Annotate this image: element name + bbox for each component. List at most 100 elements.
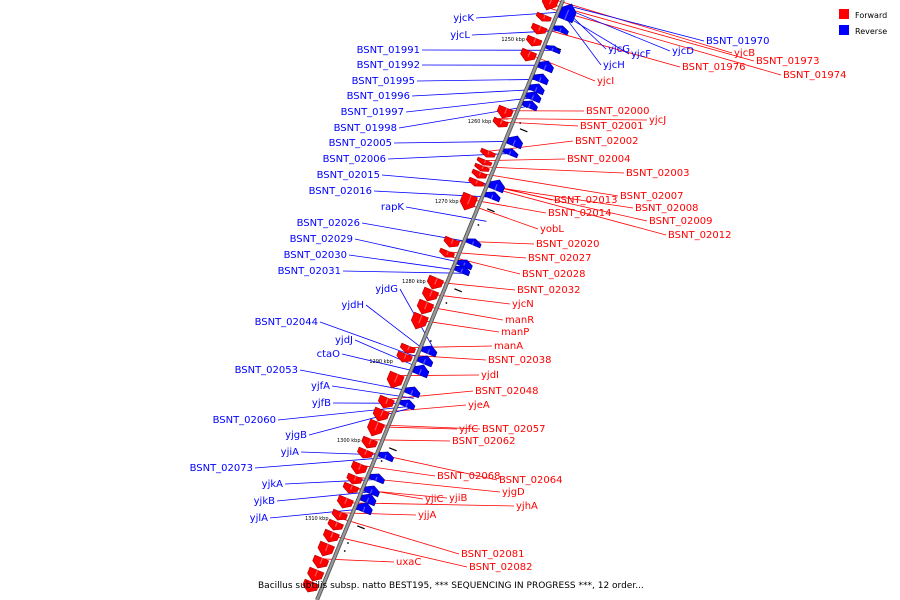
reverse-gene-highlight [384,454,387,459]
tick-mark [388,447,397,452]
forward-gene [439,247,456,258]
forward-gene [474,162,490,172]
forward-gene [322,528,340,543]
forward-gene-highlight [374,422,379,431]
gene-label-bsnt_02038: BSNT_02038 [488,355,551,366]
reverse-gene [363,485,380,498]
boundary-dot [429,340,432,342]
forward-gene [480,147,497,158]
gene-label-yobl: yobL [540,224,564,235]
forward-gene-highlight [380,410,384,417]
forward-gene-highlight [403,354,407,359]
leader-line [393,140,520,144]
gene-label-bsnt_02028: BSNT_02028 [522,269,585,280]
reverse-gene-highlight [418,369,422,375]
reverse-gene [525,91,542,104]
reverse-gene [416,355,434,368]
forward-gene-highlight [309,582,314,588]
leader-line [392,374,480,377]
leader-line [535,26,681,68]
forward-gene-highlight [334,522,338,527]
forward-gene [421,286,440,302]
gene-label-bsnt_02000: BSNT_02000 [586,106,649,117]
gene-label-yjia: yjiA [281,447,299,458]
reverse-gene [454,265,471,277]
gene-label-bsnt_02007: BSNT_02007 [620,191,683,202]
leader-line [299,369,417,393]
gene-label-bsnt_01997: BSNT_01997 [341,107,404,118]
gene-label-bsnt_02030: BSNT_02030 [284,250,347,261]
reverse-gene-highlight [512,140,516,146]
leader-line [568,21,602,66]
reverse-gene [528,83,545,96]
leader-line [361,222,478,244]
forward-gene [312,554,330,569]
forward-gene [327,518,344,531]
forward-gene-highlight [314,570,319,577]
gene-label-manp: manP [501,327,529,338]
reverse-gene-highlight [508,151,512,155]
leader-line [496,121,579,127]
gene-label-bsnt_01996: BSNT_01996 [347,91,410,102]
leader-line [348,254,466,272]
reverse-gene [368,473,386,485]
gene-label-yjka: yjkA [262,479,283,490]
leader-line [545,2,755,62]
gene-label-yjcg: yjcG [608,44,630,55]
leader-line [405,96,538,113]
reverse-gene-highlight [559,28,562,32]
reverse-gene-highlight [405,402,409,407]
gene-label-bsnt_02001: BSNT_02001 [580,121,643,132]
forward-gene [426,274,444,290]
gene-label-bsnt_01991: BSNT_01991 [357,45,420,56]
gene-label-bsnt_02008: BSNT_02008 [635,203,698,214]
forward-gene-highlight [368,439,372,445]
forward-gene [367,418,385,437]
gene-label-bsnt_02026: BSNT_02026 [297,218,360,229]
gene-label-bsnt_02060: BSNT_02060 [213,415,276,426]
forward-gene-highlight [364,450,368,455]
leader-line [336,512,417,516]
forward-gene [416,298,435,315]
reverse-gene [356,502,373,516]
tick-label: 1270 kbp [435,199,459,205]
forward-gene [396,350,413,363]
gene-label-bsnt_02082: BSNT_02082 [469,562,532,573]
reverse-gene [420,345,438,358]
leader-line [471,182,667,236]
reverse-gene-highlight [410,390,414,395]
forward-gene [496,104,514,119]
reverse-gene-highlight [423,359,426,364]
forward-gene [468,176,485,187]
reverse-gene [557,3,577,24]
leader-line [484,140,574,153]
gene-label-yjgb: yjgB [285,430,307,441]
gene-label-bsnt_02027: BSNT_02027 [528,253,591,264]
forward-gene-highlight [319,558,323,564]
gene-label-bsnt_02013: BSNT_02013 [554,195,617,206]
forward-gene [476,156,493,166]
leader-line [327,534,468,568]
gene-label-bsnt_02002: BSNT_02002 [575,136,638,147]
gene-label-bsnt_02029: BSNT_02029 [290,234,353,245]
forward-gene [492,116,509,128]
leader-line [277,405,411,421]
legend: Forward Reverse [839,9,887,36]
gene-label-rapk: rapK [381,202,405,213]
forward-gene-highlight [418,315,423,324]
leader-line [342,270,466,274]
gene-label-bsnt_02062: BSNT_02062 [452,436,515,447]
forward-gene [342,481,360,494]
forward-gene-highlight [467,195,472,205]
forward-gene-highlight [549,0,552,5]
forward-gene-highlight [353,476,357,481]
forward-gene [307,566,325,582]
reverse-gene-highlight [427,349,431,354]
reverse-gene [502,148,519,159]
gene-label-yjfa: yjfA [311,381,330,392]
reverse-gene-highlight [527,103,531,108]
forward-gene-highlight [475,180,478,184]
gene-label-bsnt_02009: BSNT_02009 [649,216,712,227]
leader-line [480,158,566,162]
gene-label-yjci: yjcI [597,76,614,87]
